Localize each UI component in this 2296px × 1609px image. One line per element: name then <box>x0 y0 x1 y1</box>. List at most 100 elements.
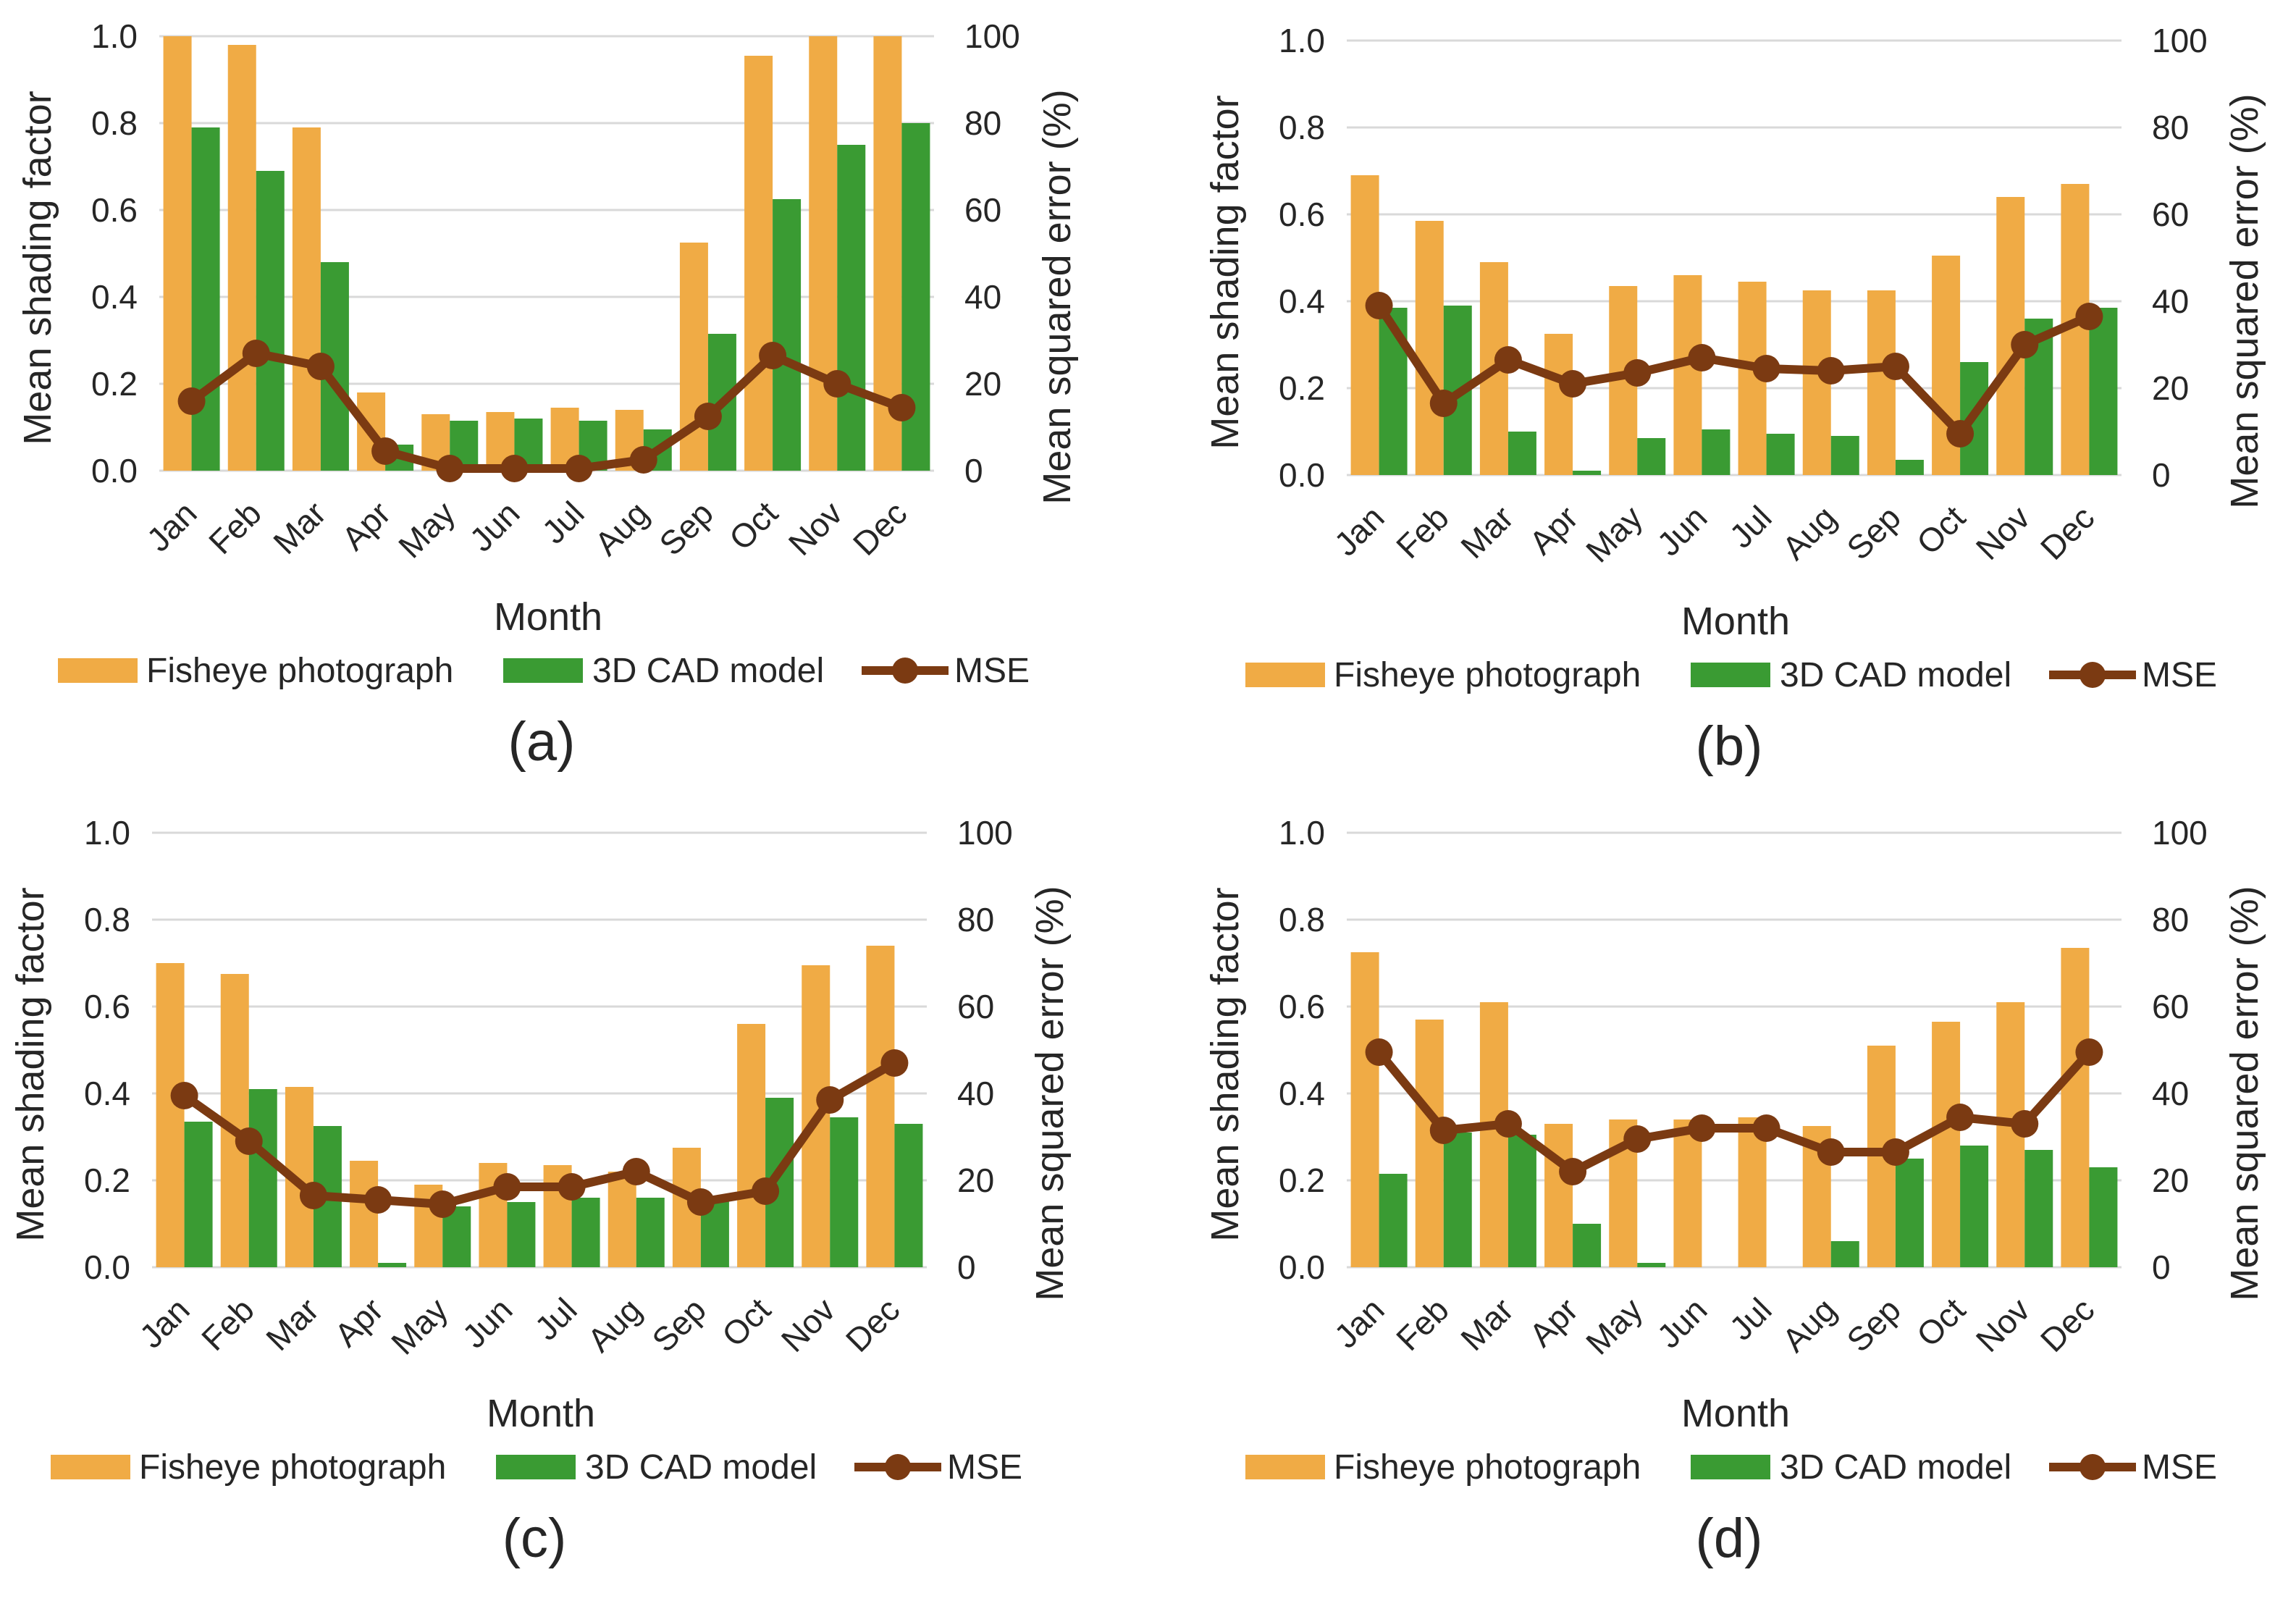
bar-fisheye-apr <box>1544 1124 1573 1267</box>
bar-fisheye-sep <box>1867 290 1896 475</box>
left-tick-label: 0.8 <box>84 901 130 938</box>
left-tick-label: 1.0 <box>1279 22 1325 59</box>
legend-label-cad: 3D CAD model <box>592 652 824 690</box>
legend-label-mse: MSE <box>947 1448 1022 1487</box>
left-tick-label: 0.0 <box>1279 1248 1325 1286</box>
x-tick-label: Nov <box>781 494 850 563</box>
legend-label-cad: 3D CAD model <box>1780 1448 2011 1487</box>
bar-fisheye-mar <box>292 127 321 471</box>
right-tick-label: 100 <box>2152 814 2208 852</box>
x-tick-label: Sep <box>644 1290 713 1359</box>
right-tick-label: 100 <box>957 814 1013 852</box>
right-tick-label: 60 <box>964 191 1001 229</box>
mse-point-dec <box>880 1049 909 1077</box>
bar-fisheye-jul <box>1738 1117 1767 1267</box>
mse-point-may <box>1623 359 1652 387</box>
left-tick-label: 0.4 <box>91 278 138 316</box>
legend-label-mse: MSE <box>2142 656 2217 694</box>
left-tick-label: 1.0 <box>84 814 130 852</box>
bar-fisheye-nov <box>809 36 838 471</box>
mse-point-may <box>1623 1125 1652 1153</box>
left-tick-label: 0.6 <box>91 191 138 229</box>
x-tick-label: Dec <box>2033 1290 2102 1359</box>
bar-cad-nov <box>830 1117 859 1267</box>
right-tick-label: 0 <box>2152 1248 2171 1286</box>
bar-fisheye-jan <box>1350 952 1379 1267</box>
left-tick-label: 0.2 <box>91 365 138 403</box>
mse-point-nov <box>2011 331 2039 358</box>
right-tick-label: 0 <box>964 452 983 490</box>
bar-cad-feb <box>248 1089 277 1267</box>
mse-point-jul <box>1752 355 1780 382</box>
bar-cad-dec <box>2089 308 2118 475</box>
legend-label-fisheye: Fisheye photograph <box>146 652 453 690</box>
right-tick-label: 20 <box>2152 369 2189 407</box>
legend-label-cad: 3D CAD model <box>1780 656 2011 694</box>
bar-fisheye-dec <box>866 946 895 1267</box>
x-tick-label: Dec <box>2033 498 2102 567</box>
x-tick-label: Jul <box>1722 1290 1778 1347</box>
x-tick-label: Aug <box>580 1290 649 1359</box>
bar-cad-may <box>1637 438 1666 475</box>
x-tick-label: May <box>384 1290 455 1361</box>
bar-cad-oct <box>1960 1146 1989 1267</box>
x-tick-label: Sep <box>1839 1290 1908 1359</box>
bar-cad-sep <box>1895 1159 1924 1267</box>
left-tick-label: 0.2 <box>84 1161 130 1199</box>
y-axis-title: Mean shading factor <box>1203 95 1247 449</box>
mse-point-mar <box>306 353 335 380</box>
right-tick-label: 40 <box>957 1075 994 1112</box>
left-tick-label: 0.4 <box>84 1075 130 1112</box>
panel-label: (a) <box>508 711 576 773</box>
mse-point-jun <box>1688 344 1716 371</box>
legend-swatch-fisheye <box>58 658 138 683</box>
legend-swatch-cad <box>503 658 583 683</box>
bar-cad-nov <box>837 145 866 471</box>
x-tick-label: Jul <box>534 494 591 550</box>
x-tick-label: Jun <box>462 494 526 558</box>
x-tick-label: Feb <box>201 494 269 561</box>
mse-point-may <box>436 455 464 482</box>
x-tick-label: Jun <box>455 1290 519 1355</box>
right-tick-label: 20 <box>957 1161 994 1199</box>
x-tick-label: Jun <box>1649 1290 1714 1355</box>
bar-fisheye-jan <box>156 963 185 1267</box>
right-tick-label: 40 <box>2152 1075 2189 1112</box>
bar-cad-feb <box>1443 1133 1472 1267</box>
left-tick-label: 0.8 <box>91 104 138 142</box>
mse-point-nov <box>816 1086 844 1114</box>
mse-point-jan <box>1365 292 1393 319</box>
mse-point-sep <box>1881 1138 1909 1166</box>
mse-point-jun <box>500 455 529 482</box>
bar-cad-apr <box>1573 1224 1602 1267</box>
left-tick-label: 0.2 <box>1279 1161 1325 1199</box>
x-tick-label: Oct <box>1909 1290 1973 1354</box>
right-tick-label: 40 <box>2152 282 2189 320</box>
x-axis-title: Month <box>1681 1392 1790 1435</box>
mse-point-oct <box>1946 420 1975 448</box>
mse-point-dec <box>2075 303 2103 330</box>
legend-swatch-fisheye <box>1245 1455 1325 1479</box>
y2-axis-title: Mean squared error (%) <box>2223 93 2266 508</box>
right-tick-label: 40 <box>964 278 1001 316</box>
mse-point-feb <box>1429 390 1458 417</box>
bar-fisheye-oct <box>744 56 773 471</box>
x-tick-label: Aug <box>1775 1290 1843 1359</box>
x-tick-label: Jul <box>527 1290 584 1347</box>
bar-cad-dec <box>894 1124 923 1267</box>
bar-cad-mar <box>1507 432 1536 475</box>
legend-label-fisheye: Fisheye photograph <box>1334 1448 1641 1487</box>
legend-swatch-cad <box>1691 663 1770 687</box>
bar-fisheye-jun <box>1673 1119 1702 1267</box>
bar-cad-jan <box>1379 1174 1408 1267</box>
mse-point-apr <box>371 437 400 465</box>
mse-point-jun <box>493 1173 521 1201</box>
x-tick-label: May <box>1578 498 1649 569</box>
x-tick-label: Aug <box>1775 498 1843 567</box>
bar-cad-jan <box>184 1122 213 1267</box>
bar-fisheye-jan <box>1350 175 1379 475</box>
x-axis-title: Month <box>1681 600 1790 643</box>
